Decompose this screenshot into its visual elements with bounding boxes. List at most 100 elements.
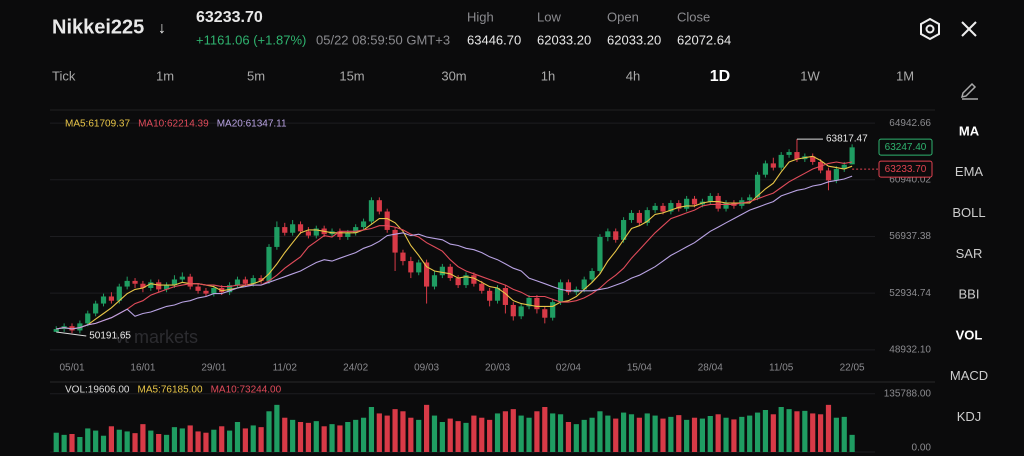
volume-bar <box>518 415 524 452</box>
candle-body <box>227 285 233 293</box>
y-tick-label: 60940.02 <box>889 174 931 185</box>
volume-bar <box>345 422 351 452</box>
volume-bar <box>258 427 264 452</box>
volume-bar <box>684 419 690 452</box>
settings-icon[interactable] <box>920 17 940 41</box>
y-tick-label: 135788.00 <box>884 388 932 399</box>
volume-bar <box>471 415 477 452</box>
volume-bar <box>116 429 122 452</box>
indicator-tab[interactable]: MA <box>959 123 980 138</box>
candle-body <box>140 283 146 288</box>
candle-body <box>542 309 548 318</box>
candle-body <box>211 287 217 294</box>
candle-body <box>786 152 792 155</box>
candle-body <box>463 275 469 286</box>
candle-body <box>337 231 343 238</box>
volume-bar <box>589 417 595 452</box>
volume-bar <box>376 413 382 452</box>
candle-body <box>53 329 59 332</box>
candle-body <box>494 287 501 301</box>
volume-bar <box>550 413 556 452</box>
indicator-tab[interactable]: BBI <box>959 287 980 302</box>
volume-bar <box>849 434 855 452</box>
candle-body <box>345 232 351 238</box>
x-tick-label: 22/05 <box>840 363 865 374</box>
x-tick-label: 05/01 <box>59 363 84 374</box>
volume-bar <box>132 433 138 452</box>
volume-bar <box>526 417 532 452</box>
ma-line <box>56 175 853 330</box>
candle-body <box>723 203 729 209</box>
stat-label: Close <box>677 9 710 24</box>
timeframe-tab[interactable]: 1W <box>800 68 820 83</box>
y-tick-label: 64942.66 <box>889 118 931 129</box>
candle-body <box>597 237 603 271</box>
volume-bar <box>337 425 343 452</box>
candle-body <box>85 313 91 324</box>
volume-bar <box>242 428 248 452</box>
volume-bar <box>723 417 729 452</box>
indicator-tab[interactable]: BOLL <box>952 205 985 220</box>
indicator-tab[interactable]: MACD <box>950 368 988 383</box>
volume-bar <box>313 421 319 452</box>
candle-body <box>652 205 658 211</box>
timeframe-tab[interactable]: 1D <box>710 68 730 85</box>
volume-bar <box>211 429 217 452</box>
volume-bar <box>597 411 603 452</box>
x-tick-label: 11/05 <box>769 363 794 374</box>
timestamp: 05/22 08:59:50 GMT+3 <box>316 32 450 47</box>
indicator-tab[interactable]: EMA <box>955 164 984 179</box>
candle-body <box>439 266 445 276</box>
timeframe-tab[interactable]: 1m <box>156 68 174 83</box>
max-label: 63817.47 <box>826 134 868 145</box>
timeframe-tab[interactable]: 30m <box>441 68 466 83</box>
candle-body <box>195 286 201 291</box>
candle-body <box>613 231 619 240</box>
volume-bar <box>691 417 698 452</box>
volume-bar <box>786 409 792 452</box>
timeframe-tab[interactable]: 1M <box>896 68 914 83</box>
candle-body <box>431 275 438 287</box>
indicator-tab[interactable]: SAR <box>956 246 983 261</box>
timeframe-tab[interactable]: 5m <box>247 68 265 83</box>
volume-bar <box>274 404 280 452</box>
volume-bar <box>652 415 658 452</box>
legend-entry: VOL:19606.00 <box>65 385 130 396</box>
timeframe-tab[interactable]: Tick <box>52 68 76 83</box>
indicator-tab[interactable]: VOL <box>956 327 983 342</box>
indicator-tab[interactable]: KDJ <box>957 409 982 424</box>
timeframe-tab[interactable]: 15m <box>339 68 364 83</box>
candle-body <box>408 261 414 273</box>
y-tick-label: 48932.10 <box>889 344 931 355</box>
candle-body <box>108 296 114 301</box>
volume-bar <box>479 417 485 452</box>
candle-body <box>636 212 642 223</box>
volume-bar <box>100 435 107 452</box>
candle-body <box>691 198 698 205</box>
candle-body <box>250 278 256 284</box>
candle-body <box>747 197 753 201</box>
candle-body <box>479 283 485 291</box>
volume-bar <box>360 417 367 452</box>
close-icon[interactable] <box>961 21 977 37</box>
volume-bar <box>368 407 375 452</box>
candle-body <box>526 297 532 307</box>
candle-body <box>707 195 713 202</box>
volume-bar <box>802 410 808 452</box>
volume-bar <box>841 416 847 452</box>
volume-bar <box>93 430 99 452</box>
timeframe-tab[interactable]: 4h <box>626 68 640 83</box>
timeframe-tab[interactable]: 1h <box>541 68 555 83</box>
volume-bar <box>329 424 335 452</box>
legend-entry: MA5:61709.37 <box>65 119 130 130</box>
candle-body <box>156 282 162 290</box>
candle-body <box>416 262 422 273</box>
draw-icon[interactable] <box>960 82 978 100</box>
volume-bar <box>581 419 587 452</box>
price-tag: 63247.40 <box>885 142 927 153</box>
volume-bar <box>156 434 162 452</box>
volume-bar <box>613 418 619 452</box>
x-tick-label: 15/04 <box>627 363 652 374</box>
candle-body <box>565 282 572 293</box>
volume-bar <box>416 419 422 452</box>
